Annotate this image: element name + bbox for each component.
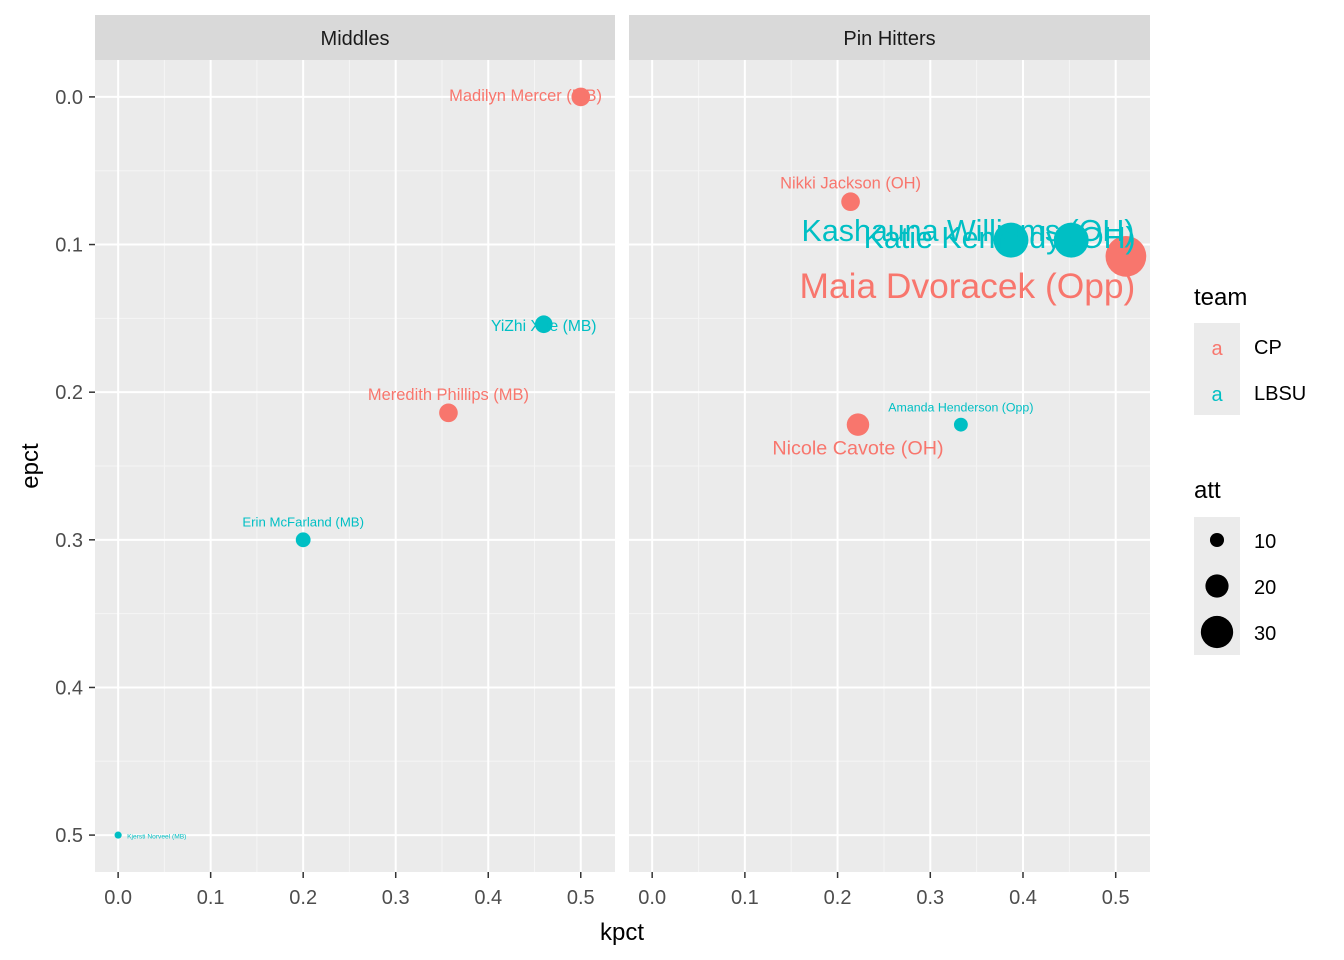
y-tick-label: 0.0 <box>55 87 83 109</box>
data-point <box>1105 235 1147 277</box>
y-axis: 0.0 0.1 0.2 0.3 0.4 0.5 <box>55 87 95 847</box>
point-label: YiZhi Xue (MB) <box>491 318 597 335</box>
x-tick-label: 0.2 <box>289 887 317 909</box>
x-tick-label: 0.1 <box>731 887 759 909</box>
x-tick-label: 0.3 <box>916 887 944 909</box>
x-axis-middles: 0.0 0.1 0.2 0.3 0.4 0.5 <box>104 872 595 909</box>
labels-middles: Madilyn Mercer (MB) YiZhi Xue (MB) Meredit… <box>127 87 602 841</box>
legend-label-att-30: 30 <box>1254 623 1276 645</box>
point-label: Kashauna Williams (OH) <box>802 214 1135 248</box>
legend-key-lbsu: a <box>1211 384 1223 406</box>
point-label: Meredith Phillips (MB) <box>368 386 529 404</box>
facet-middles: Middles Madilyn Mercer (MB) YiZhi Xue (MB… <box>95 15 615 909</box>
data-point <box>439 403 458 423</box>
legend-label-cp: CP <box>1254 337 1282 359</box>
strip-label-middles: Middles <box>321 28 390 50</box>
point-label: Amanda Henderson (Opp) <box>888 401 1033 415</box>
x-axis-title: kpct <box>600 919 644 946</box>
legend-key-bg-lbsu <box>1194 369 1240 415</box>
x-tick-label: 0.5 <box>567 887 595 909</box>
x-tick-label: 0.4 <box>1009 887 1037 909</box>
y-tick-label: 0.5 <box>55 825 83 847</box>
x-tick-label: 0.0 <box>104 887 132 909</box>
x-axis-pin-hitters: 0.0 0.1 0.2 0.3 0.4 0.5 <box>638 872 1130 909</box>
y-axis-title: epct <box>17 443 44 489</box>
legend-att-key-20 <box>1205 574 1229 598</box>
legend-title-team: team <box>1194 284 1247 311</box>
data-point <box>993 222 1029 258</box>
point-label: Kjersti Norveel (MB) <box>127 834 186 841</box>
x-tick-label: 0.2 <box>824 887 852 909</box>
data-point <box>841 192 860 212</box>
point-label: Nikki Jackson (OH) <box>780 175 921 193</box>
point-label: Madilyn Mercer (MB) <box>449 87 602 105</box>
x-tick-label: 0.1 <box>197 887 225 909</box>
legend-label-lbsu: LBSU <box>1254 383 1306 405</box>
facet-pin-hitters: Pin Hitters Nikki Jackson (OH) Kashauna W… <box>629 15 1150 909</box>
y-tick-label: 0.2 <box>55 382 83 404</box>
x-tick-label: 0.0 <box>638 887 666 909</box>
x-tick-label: 0.3 <box>382 887 410 909</box>
points-middles <box>114 87 591 839</box>
legend-key-cp: a <box>1211 338 1223 360</box>
data-point <box>1053 222 1089 258</box>
x-tick-label: 0.5 <box>1102 887 1130 909</box>
point-label: Erin McFarland (MB) <box>242 514 364 529</box>
data-point <box>534 315 553 334</box>
y-tick-label: 0.3 <box>55 530 83 552</box>
strip-label-pin-hitters: Pin Hitters <box>843 28 935 50</box>
legend-att-key-30 <box>1200 615 1234 649</box>
y-tick-label: 0.4 <box>55 677 83 699</box>
data-point <box>846 413 870 436</box>
legend-key-bg-cp <box>1194 323 1240 369</box>
strip-background-pin-hitters <box>629 15 1150 60</box>
data-point <box>571 87 591 107</box>
points-pin-hitters <box>841 192 1147 436</box>
legend-att-key-10 <box>1209 532 1225 548</box>
point-label: Nicole Cavote (OH) <box>772 438 943 460</box>
point-label: Katie Kennedy (OH) <box>864 221 1136 255</box>
x-tick-label: 0.4 <box>474 887 502 909</box>
y-tick-label: 0.1 <box>55 235 83 257</box>
legend-att-keys <box>1200 532 1234 649</box>
point-label: Maia Dvoracek (Opp) <box>800 267 1136 306</box>
labels-pin-hitters: Nikki Jackson (OH) Kashauna Williams (OH)… <box>772 175 1135 460</box>
legend-att: att 10 20 30 <box>1194 477 1276 655</box>
strip-background-middles <box>95 15 615 60</box>
data-point <box>295 532 311 548</box>
legend-label-att-10: 10 <box>1254 531 1276 553</box>
legend-label-att-20: 20 <box>1254 577 1276 599</box>
panel-grid-middles <box>95 60 615 872</box>
legend-title-att: att <box>1194 477 1221 504</box>
data-point <box>114 831 122 839</box>
data-point <box>953 417 968 432</box>
legend-team: team a CP a LBSU <box>1194 284 1306 415</box>
